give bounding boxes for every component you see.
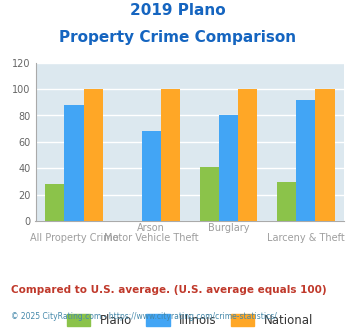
Bar <box>315 89 335 221</box>
Text: Arson: Arson <box>137 223 165 233</box>
Legend: Plano, Illinois, National: Plano, Illinois, National <box>62 309 318 330</box>
Text: Compared to U.S. average. (U.S. average equals 100): Compared to U.S. average. (U.S. average … <box>11 285 326 295</box>
Text: Burglary: Burglary <box>208 223 249 233</box>
Bar <box>84 89 103 221</box>
Text: Larceny & Theft: Larceny & Theft <box>267 233 345 243</box>
Text: Motor Vehicle Theft: Motor Vehicle Theft <box>104 233 199 243</box>
Bar <box>296 100 315 221</box>
Bar <box>219 115 238 221</box>
Bar <box>238 89 257 221</box>
Bar <box>277 182 296 221</box>
Text: All Property Crime: All Property Crime <box>30 233 119 243</box>
Bar <box>65 105 84 221</box>
Bar <box>45 184 65 221</box>
Text: © 2025 CityRating.com - https://www.cityrating.com/crime-statistics/: © 2025 CityRating.com - https://www.city… <box>11 312 277 321</box>
Bar <box>142 131 161 221</box>
Text: Property Crime Comparison: Property Crime Comparison <box>59 30 296 45</box>
Text: 2019 Plano: 2019 Plano <box>130 3 225 18</box>
Bar <box>161 89 180 221</box>
Bar <box>200 167 219 221</box>
